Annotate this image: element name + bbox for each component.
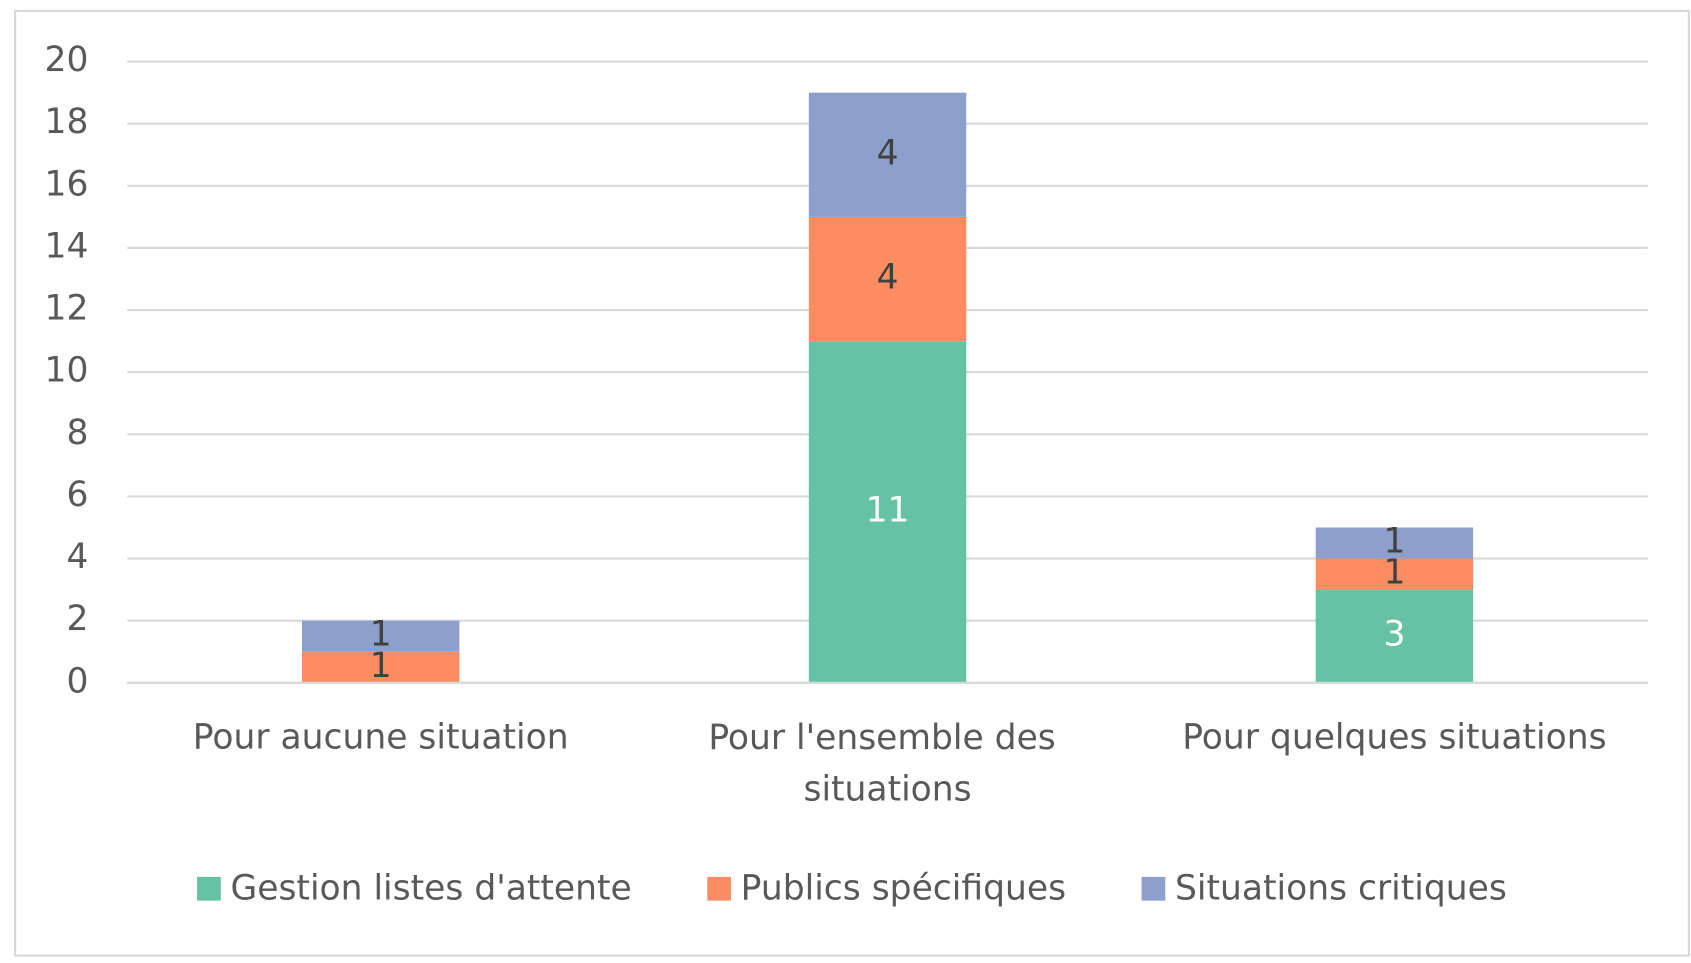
data-label: 1 <box>370 646 392 686</box>
legend-swatch <box>707 876 731 901</box>
data-label: 11 <box>866 490 910 530</box>
x-tick-label: Pour aucune situation <box>193 717 569 757</box>
bar-segment <box>1315 589 1474 683</box>
y-tick-label: 10 <box>45 351 89 391</box>
bar-segment <box>808 216 967 342</box>
y-tick-label: 2 <box>66 599 88 639</box>
legend-label: Situations critiques <box>1175 868 1507 908</box>
legend-swatch <box>197 876 221 901</box>
data-label: 1 <box>370 615 392 655</box>
bar-segment <box>301 620 460 652</box>
bar-segment <box>301 651 460 683</box>
bar-segment <box>1315 527 1474 559</box>
y-tick-label: 6 <box>66 475 88 515</box>
legend-swatch <box>1141 876 1166 901</box>
y-tick-label: 18 <box>45 102 89 142</box>
bar-segment <box>808 341 967 683</box>
y-tick-label: 4 <box>66 537 88 577</box>
data-label: 1 <box>1383 553 1405 593</box>
bar-segment <box>1315 558 1474 590</box>
y-tick-label: 20 <box>45 40 89 80</box>
y-tick-label: 14 <box>45 226 89 266</box>
data-label: 1 <box>1383 522 1405 562</box>
legend-label: Publics spécifiques <box>741 868 1066 908</box>
data-label: 3 <box>1383 615 1405 655</box>
y-tick-label: 8 <box>66 413 88 453</box>
bar-segment <box>808 92 967 217</box>
y-tick-label: 0 <box>66 661 88 701</box>
legend-label: Gestion listes d'attente <box>230 868 631 908</box>
data-label: 4 <box>877 258 899 298</box>
data-label: 4 <box>877 133 899 173</box>
x-tick-label: Pour quelques situations <box>1182 717 1606 757</box>
x-tick-label: Pour l'ensemble des situations <box>708 717 1066 809</box>
y-tick-label: 16 <box>45 164 89 204</box>
legend: Gestion listes d'attente Publics spécifiq… <box>197 868 1507 908</box>
y-tick-label: 12 <box>45 289 89 329</box>
